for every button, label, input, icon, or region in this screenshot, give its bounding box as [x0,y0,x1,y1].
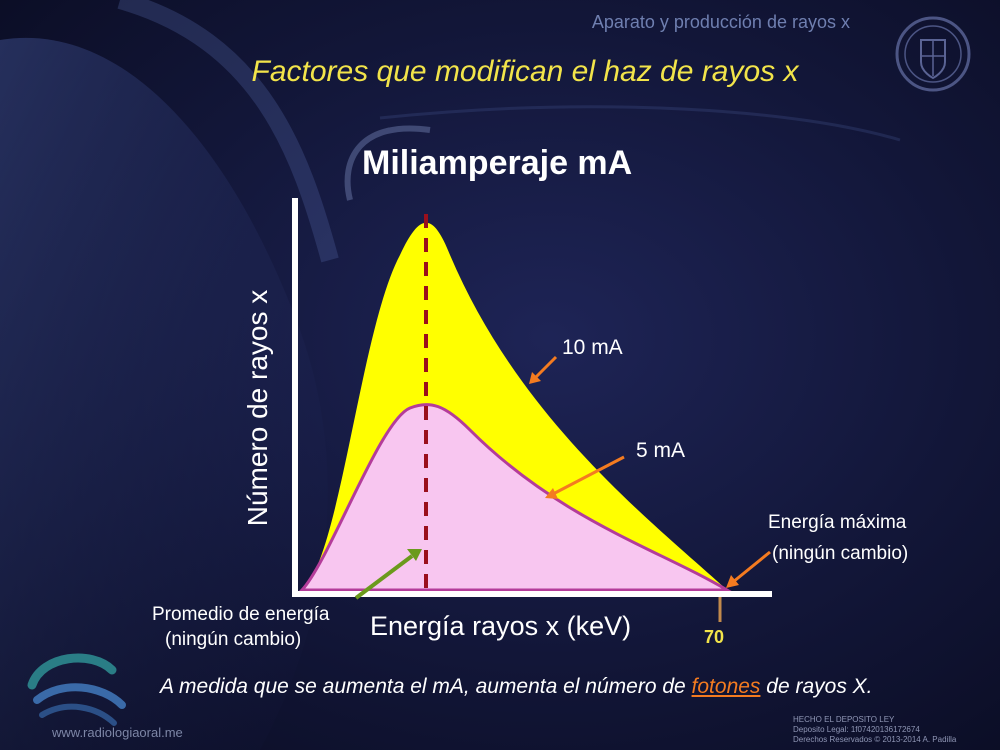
x-axis-label: Energía rayos x (keV) [370,611,632,641]
legal-line-1: HECHO EL DEPOSITO LEY [793,715,895,724]
caption: A medida que se aumenta el mA, aumenta e… [160,675,873,699]
max-energy-note: (ningún cambio) [772,543,909,564]
slide-title: Factores que modifican el haz de rayos x [251,55,799,88]
slide-header: Aparato y producción de rayos x [591,12,850,32]
logo-icon [27,653,126,726]
curve-5ma [298,403,733,592]
legal-line-3: Derechos Reservados © 2013-2014 A. Padil… [793,735,957,744]
max-energy-value: 70 [704,627,725,647]
average-energy-note: (ningún cambio) [165,629,302,650]
curve-10ma-label: 10 mA [562,336,623,359]
caption-text-end: de rayos X. [760,675,873,698]
y-axis-label: Número de rayos x [242,289,273,527]
section-title: Miliamperaje mA [362,144,633,182]
caption-text-start: A medida que se aumenta el mA, aumenta e… [160,675,692,698]
legal-line-2: Deposito Legal: 1f07420136172674 [793,725,920,734]
arrow-max-energy-icon [726,550,771,588]
emblem-icon [895,16,971,92]
footer-url: www.radiologiaoral.me [52,725,183,740]
average-energy-label: Promedio de energía [152,604,330,625]
arrow-average-energy-icon [354,549,422,600]
caption-highlight: fotones [691,675,761,698]
arrow-5ma-icon [545,455,625,499]
curve-5ma-label: 5 mA [636,439,686,462]
arrow-10ma-icon [529,355,558,384]
max-energy-label: Energía máxima [768,512,907,533]
legal-notice: HECHO EL DEPOSITO LEY Deposito Legal: 1f… [793,715,956,745]
